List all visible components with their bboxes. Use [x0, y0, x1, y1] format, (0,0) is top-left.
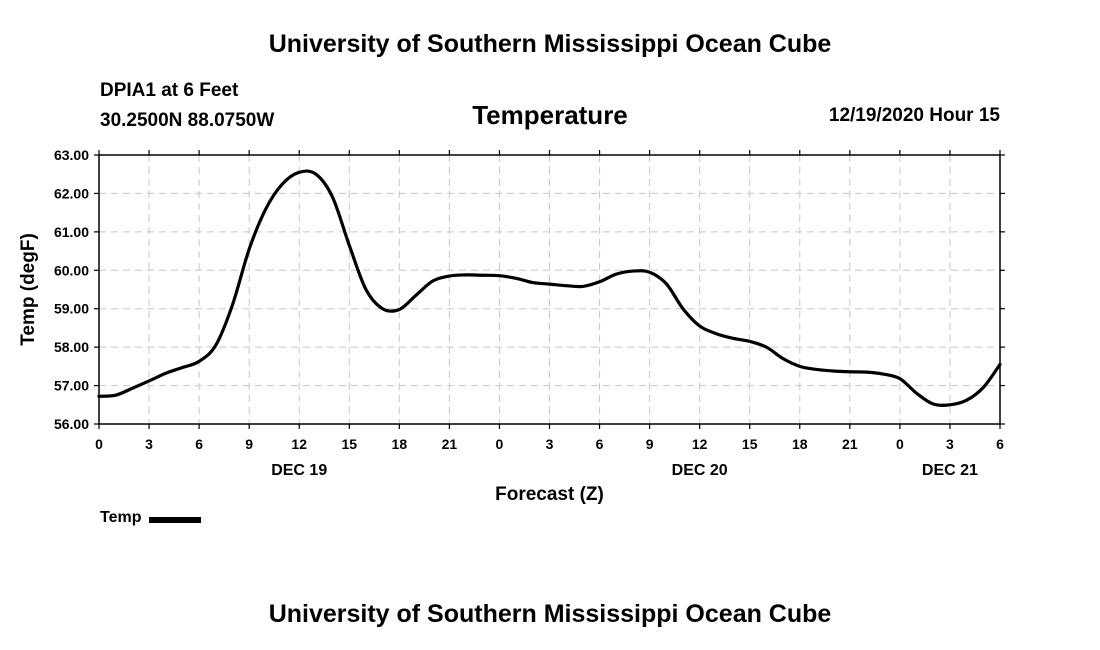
x-tick-label: 6: [596, 436, 604, 452]
y-axis-label: Temp (degF): [18, 233, 39, 346]
series-line-temp: [97, 169, 1002, 407]
station-name: DPIA1 at 6 Feet: [100, 80, 239, 101]
x-tick-label: 15: [341, 436, 357, 452]
x-tick-label: 3: [946, 436, 954, 452]
y-tick-label: 58.00: [54, 339, 89, 355]
footer-title: University of Southern Mississippi Ocean…: [268, 600, 832, 628]
y-tick-label: 60.00: [54, 262, 89, 278]
x-tick-label: 3: [546, 436, 554, 452]
legend: Temp: [100, 509, 202, 527]
x-tick-label: 15: [742, 436, 758, 452]
header-title: University of Southern Mississippi Ocean…: [268, 30, 832, 58]
y-tick-label: 63.00: [54, 147, 89, 163]
x-tick-label: 6: [195, 436, 203, 452]
x-tick-label: 0: [896, 436, 904, 452]
y-tick-label: 59.00: [54, 301, 89, 317]
station-coords: 30.2500N 88.0750W: [100, 110, 275, 131]
x-tick-label: 3: [145, 436, 153, 452]
y-tick-label: 57.00: [54, 378, 89, 394]
x-date-label: DEC 20: [672, 462, 728, 479]
x-date-label: DEC 21: [922, 462, 978, 479]
y-tick-label: 62.00: [54, 185, 89, 201]
x-tick-label: 12: [692, 436, 708, 452]
x-tick-label: 9: [245, 436, 253, 452]
x-tick-label: 9: [646, 436, 654, 452]
x-tick-label: 6: [996, 436, 1004, 452]
station-info: DPIA1 at 6 Feet 30.2500N 88.0750W: [100, 76, 274, 136]
x-tick-label: 0: [496, 436, 504, 452]
y-tick-label: 56.00: [54, 416, 89, 432]
x-tick-label: 21: [842, 436, 858, 452]
legend-swatch: [149, 516, 202, 523]
x-tick-label: 12: [291, 436, 307, 452]
x-tick-label: 21: [442, 436, 458, 452]
forecast-datetime: 12/19/2020 Hour 15: [828, 105, 1000, 126]
x-tick-label: 0: [95, 436, 103, 452]
x-tick-label: 18: [392, 436, 408, 452]
x-tick-label: 18: [792, 436, 808, 452]
chart-title: Temperature: [472, 100, 628, 130]
x-date-label: DEC 19: [271, 462, 327, 479]
y-tick-label: 61.00: [54, 224, 89, 240]
x-axis-label: Forecast (Z): [495, 484, 604, 505]
legend-label: Temp: [100, 509, 142, 526]
